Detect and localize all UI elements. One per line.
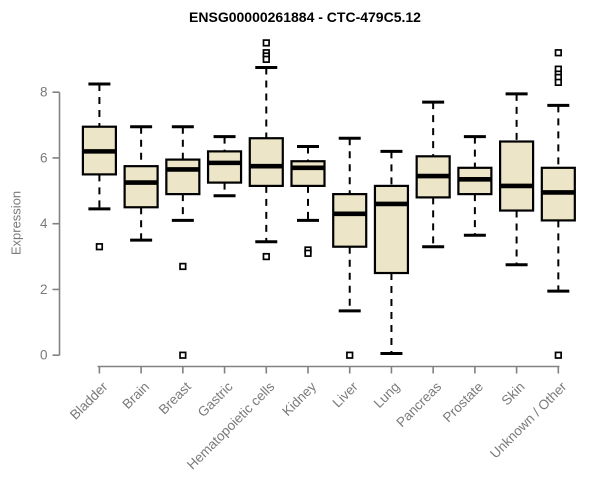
iqr-box xyxy=(165,158,201,196)
y-tick-label: 4 xyxy=(40,216,48,231)
outlier-marker xyxy=(95,243,104,251)
box-group-lung xyxy=(373,149,410,356)
iqr-box xyxy=(499,140,535,212)
outlier-marker xyxy=(262,55,270,63)
y-tick-label: 8 xyxy=(40,85,48,100)
outlier-marker xyxy=(179,351,187,359)
x-category-label-breast: Breast xyxy=(156,379,194,417)
box-group-hematopoietic-cells xyxy=(248,39,284,261)
outlier-marker xyxy=(554,351,562,359)
outlier-marker xyxy=(346,351,354,359)
x-category-label-kidney: Kidney xyxy=(279,379,319,419)
outlier-marker xyxy=(262,39,270,47)
iqr-box xyxy=(248,137,284,187)
x-category-label-brain: Brain xyxy=(119,379,152,412)
box-group-brain xyxy=(123,125,159,242)
x-category-label-skin: Skin xyxy=(499,379,528,408)
chart-title: ENSG00000261884 - CTC-479C5.12 xyxy=(189,9,421,25)
outlier-marker xyxy=(179,262,187,271)
iqr-box xyxy=(373,184,410,275)
box-group-prostate xyxy=(457,135,493,237)
iqr-box xyxy=(123,165,159,209)
y-tick-label: 0 xyxy=(40,348,48,363)
x-category-label-bladder: Bladder xyxy=(67,379,111,423)
box-group-kidney xyxy=(290,144,326,257)
y-tick-label: 2 xyxy=(40,282,48,297)
iqr-box xyxy=(206,150,243,184)
iqr-box xyxy=(332,193,368,248)
box-group-skin xyxy=(499,92,535,267)
box-group-bladder xyxy=(81,82,118,251)
y-tick-label: 6 xyxy=(40,150,48,165)
box-group-breast xyxy=(165,125,201,359)
x-category-label-gastric: Gastric xyxy=(195,379,236,420)
x-category-label-prostate: Prostate xyxy=(440,379,486,425)
outlier-marker xyxy=(262,252,270,261)
outlier-marker xyxy=(554,78,562,86)
box-group-unknown-other xyxy=(540,49,576,359)
x-category-label-liver: Liver xyxy=(330,379,362,411)
x-category-label-unknown-other: Unknown / Other xyxy=(487,379,570,462)
x-category-label-lung: Lung xyxy=(371,379,403,411)
box-group-gastric xyxy=(206,135,243,198)
outlier-marker xyxy=(554,49,562,57)
x-category-label-pancreas: Pancreas xyxy=(393,379,444,430)
iqr-box xyxy=(290,160,326,187)
outlier-marker xyxy=(304,249,312,257)
box-group-pancreas xyxy=(415,100,451,249)
box-group-liver xyxy=(332,136,368,359)
